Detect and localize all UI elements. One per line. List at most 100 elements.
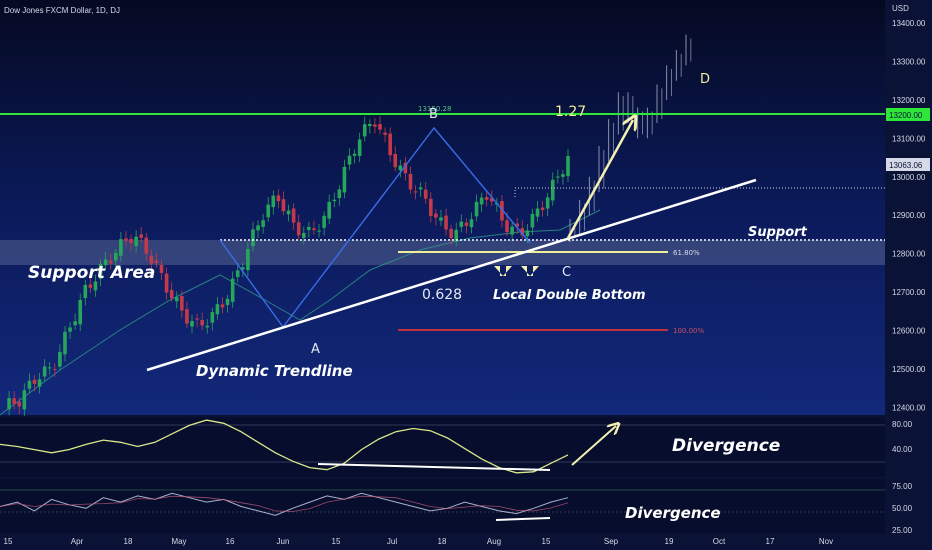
candle-body[interactable]: [357, 139, 362, 156]
candle-body[interactable]: [37, 379, 42, 387]
harmonic-pattern-lines[interactable]: [219, 126, 531, 329]
osc2-line[interactable]: [0, 492, 569, 516]
candle-body[interactable]: [525, 230, 530, 237]
candle-body[interactable]: [408, 173, 413, 190]
candle-body[interactable]: [78, 299, 83, 325]
candle-body[interactable]: [479, 197, 484, 205]
candle-body[interactable]: [73, 321, 77, 326]
candle-body[interactable]: [510, 226, 514, 235]
candle-body[interactable]: [27, 380, 32, 389]
price-axis[interactable]: 12400.00 12500.00 12600.00 12700.00 12800.00…: [892, 19, 926, 412]
candle-body[interactable]: [12, 398, 16, 405]
candle-body[interactable]: [505, 220, 509, 233]
candle-body[interactable]: [322, 215, 326, 228]
candle-body[interactable]: [225, 298, 230, 305]
candle-body[interactable]: [22, 390, 27, 410]
candle-body[interactable]: [418, 187, 423, 190]
candle-body[interactable]: [215, 304, 220, 315]
osc1-line[interactable]: [0, 419, 569, 474]
candle-body[interactable]: [88, 284, 93, 288]
candle-body[interactable]: [256, 225, 260, 231]
candle-body[interactable]: [195, 318, 199, 320]
candle-body[interactable]: [174, 297, 179, 302]
candle-body[interactable]: [383, 132, 387, 135]
candle-body[interactable]: [68, 327, 72, 332]
candle-body[interactable]: [474, 201, 479, 217]
candle-body[interactable]: [454, 229, 459, 241]
candle-body[interactable]: [535, 208, 540, 217]
candle-body[interactable]: [190, 321, 194, 327]
candle-body[interactable]: [246, 248, 250, 271]
candle-body[interactable]: [103, 259, 108, 266]
candle-body[interactable]: [220, 304, 225, 308]
candle-body[interactable]: [129, 238, 133, 244]
time-axis[interactable]: 15 Apr 18 May 16 Jun 15 Jul 18 Aug 15 Sep 19 Oct 17 Nov: [4, 537, 834, 546]
candle-body[interactable]: [444, 215, 448, 230]
candle-body[interactable]: [291, 208, 296, 223]
candle-body[interactable]: [98, 263, 103, 279]
candle-body[interactable]: [17, 401, 22, 407]
candle-body[interactable]: [124, 238, 128, 241]
candle-body[interactable]: [347, 155, 352, 165]
candle-body[interactable]: [42, 366, 47, 377]
candle-body[interactable]: [119, 239, 123, 256]
candle-body[interactable]: [388, 133, 392, 156]
candle-body[interactable]: [144, 237, 149, 254]
candle-body[interactable]: [261, 220, 265, 227]
candle-body[interactable]: [159, 264, 164, 273]
oscillator-pane-2[interactable]: [0, 479, 885, 534]
candle-body[interactable]: [423, 189, 428, 199]
candle-body[interactable]: [32, 379, 37, 384]
candle-body[interactable]: [134, 236, 138, 247]
candle-body[interactable]: [403, 162, 408, 174]
candle-body[interactable]: [530, 213, 535, 228]
candle-body[interactable]: [58, 351, 62, 367]
candle-body[interactable]: [398, 165, 403, 171]
main-pane[interactable]: [0, 0, 885, 415]
candle-body[interactable]: [200, 320, 204, 326]
candle-body[interactable]: [500, 201, 504, 221]
candle-body[interactable]: [7, 398, 11, 410]
candle-body[interactable]: [434, 213, 438, 218]
candle-body[interactable]: [286, 210, 291, 215]
candle-body[interactable]: [276, 195, 281, 202]
candle-body[interactable]: [241, 267, 245, 270]
candle-body[interactable]: [149, 255, 154, 264]
candle-body[interactable]: [352, 153, 357, 156]
candle-body[interactable]: [342, 166, 347, 193]
candle-body[interactable]: [556, 176, 560, 178]
candle-body[interactable]: [205, 325, 210, 328]
candle-body[interactable]: [545, 197, 550, 209]
candle-body[interactable]: [154, 260, 159, 264]
candle-body[interactable]: [327, 201, 331, 219]
candle-body[interactable]: [281, 199, 286, 212]
candle-body[interactable]: [337, 189, 342, 199]
candle-body[interactable]: [332, 199, 337, 202]
candle-body[interactable]: [210, 312, 215, 323]
candle-body[interactable]: [520, 228, 525, 236]
candle-body[interactable]: [561, 174, 565, 177]
candle-body[interactable]: [439, 217, 443, 221]
candle-body[interactable]: [317, 230, 321, 232]
candle-body[interactable]: [235, 270, 240, 277]
candle-body[interactable]: [566, 156, 570, 177]
candle-body[interactable]: [180, 296, 184, 311]
candle-body[interactable]: [362, 124, 367, 137]
candle-body[interactable]: [515, 223, 519, 227]
candle-body[interactable]: [139, 234, 143, 238]
candle-body[interactable]: [185, 309, 189, 324]
candle-body[interactable]: [489, 197, 494, 202]
candle-body[interactable]: [550, 179, 555, 201]
candle-body[interactable]: [540, 207, 545, 211]
candle-body[interactable]: [93, 281, 98, 291]
candle-body[interactable]: [464, 222, 469, 226]
candle-body[interactable]: [378, 124, 382, 130]
candle-body[interactable]: [469, 219, 474, 228]
candle-body[interactable]: [164, 273, 169, 293]
time-axis-background[interactable]: [0, 534, 885, 550]
candle-body[interactable]: [484, 197, 489, 200]
candle-body[interactable]: [83, 284, 88, 299]
candle-body[interactable]: [459, 221, 464, 227]
price-axis-background[interactable]: [885, 0, 932, 550]
